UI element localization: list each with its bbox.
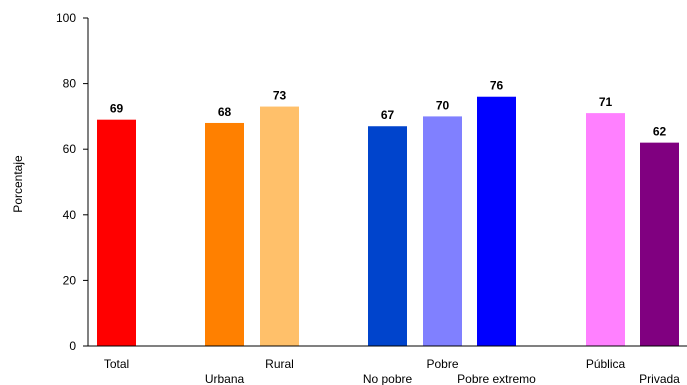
value-label: 62 [653, 125, 667, 139]
y-axis-title: Porcentaje [11, 155, 25, 213]
bar-total [97, 119, 136, 347]
bar-pobre-extremo [477, 96, 516, 346]
category-label: Total [104, 357, 129, 371]
value-label: 76 [490, 79, 504, 93]
bars [97, 96, 679, 347]
value-label: 67 [381, 108, 395, 122]
category-label: Pobre extremo [457, 372, 536, 385]
bar-publica [586, 113, 625, 347]
category-label: Rural [265, 357, 294, 371]
bar-pobre [423, 116, 462, 347]
bar-no-pobre [368, 126, 407, 347]
value-label: 73 [273, 89, 287, 103]
y-tick-label: 20 [63, 273, 77, 287]
y-tick-label: 40 [63, 208, 77, 222]
y-tick-label: 60 [63, 142, 77, 156]
value-label: 69 [110, 102, 124, 116]
y-tick-label: 0 [69, 339, 76, 353]
y-axis-ticks: 0 20 40 60 80 100 [56, 11, 88, 353]
y-tick-label: 80 [63, 77, 77, 91]
category-label: Urbana [205, 372, 245, 385]
category-label: Pública [586, 357, 626, 371]
bar-rural [260, 106, 299, 346]
y-tick-label: 100 [56, 11, 76, 25]
bar-privada [640, 142, 679, 346]
category-label: Pobre [426, 357, 458, 371]
category-label: No pobre [363, 372, 413, 385]
value-label: 70 [436, 98, 450, 112]
bar-urbana [205, 122, 244, 347]
value-labels: 69 68 73 67 70 76 71 62 [110, 79, 667, 139]
value-label: 68 [218, 105, 232, 119]
value-label: 71 [599, 95, 613, 109]
category-label: Privada [639, 372, 680, 385]
